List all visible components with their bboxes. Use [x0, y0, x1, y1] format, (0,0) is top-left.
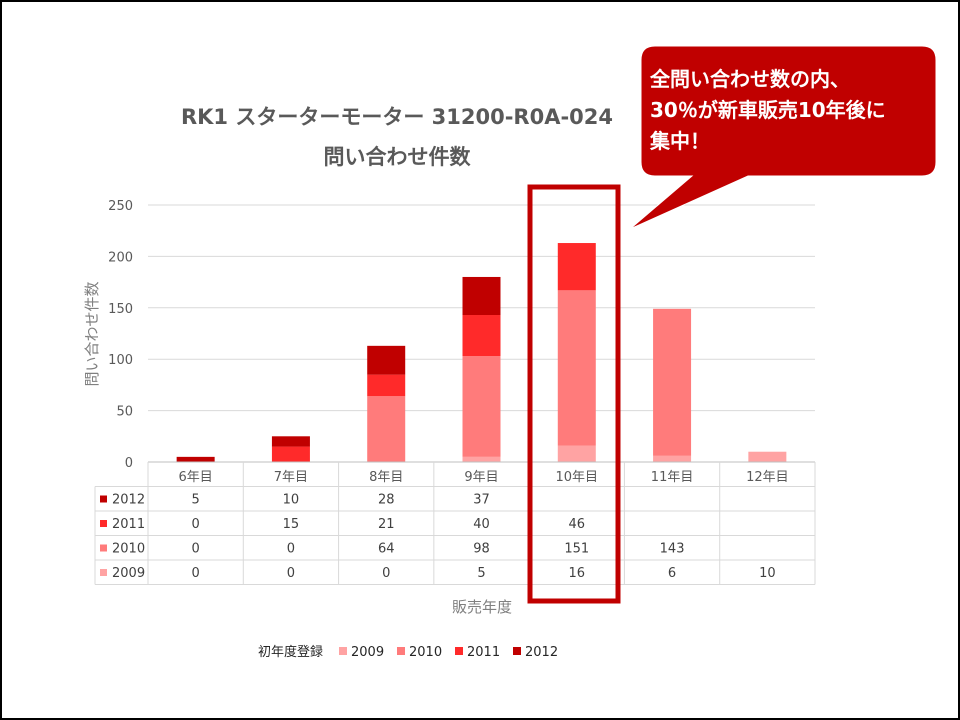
table-row-label: 2012 — [112, 493, 145, 508]
table-cell-value: 98 — [473, 542, 490, 557]
table-cell-value: 0 — [192, 517, 200, 532]
chart-title: RK1 スターターモーター 31200-R0A-024 問い合わせ件数 — [181, 105, 613, 169]
x-axis-title: 販売年度 — [452, 598, 512, 616]
table-cell-value: 15 — [283, 517, 300, 532]
table-cell-value: 28 — [378, 493, 395, 508]
table-row-label: 2011 — [112, 517, 145, 532]
bars — [176, 243, 787, 462]
legend-title: 初年度登録 — [258, 644, 323, 660]
table-cell-value: 10 — [759, 566, 776, 581]
bar-segment-2009 — [462, 456, 501, 462]
table-cell-value: 0 — [287, 566, 295, 581]
bar-segment-2012 — [367, 345, 406, 375]
y-tick-label: 250 — [108, 199, 133, 214]
table-row-label: 2010 — [112, 542, 145, 557]
table-cell-value: 0 — [382, 566, 390, 581]
legend-label-2009: 2009 — [351, 645, 384, 660]
y-tick-label: 50 — [116, 405, 133, 420]
x-category-label: 9年目 — [464, 470, 498, 485]
bar-segment-2012 — [176, 456, 215, 462]
y-tick-label: 100 — [108, 353, 133, 368]
data-table: 6年目 7年目 8年目 9年目 10年目 11年目 12年目 2012 5 10 28 37 2011 0… — [94, 461, 816, 585]
x-category-label: 6年目 — [179, 470, 213, 485]
table-row-label: 2009 — [112, 566, 145, 581]
chart-title-line-1: RK1 スターターモーター 31200-R0A-024 — [181, 105, 613, 129]
table-cell-value: 10 — [283, 493, 300, 508]
y-tick-label: 200 — [108, 250, 133, 265]
legend-label-2010: 2010 — [409, 645, 442, 660]
table-cell-value: 151 — [564, 542, 589, 557]
x-category-label: 8年目 — [369, 470, 403, 485]
bar-segment-2009 — [748, 451, 787, 462]
legend-swatch-2012 — [513, 647, 521, 655]
bar-segment-2011 — [367, 374, 406, 397]
table-cell-value: 5 — [477, 566, 485, 581]
table-cell-value: 40 — [473, 517, 490, 532]
bar-segment-2010 — [557, 290, 596, 446]
table-cell-value: 37 — [473, 493, 490, 508]
table-cell-value: 143 — [660, 542, 685, 557]
bar-segment-2011 — [271, 446, 310, 462]
y-tick-label: 0 — [125, 456, 133, 471]
bar-segment-2012 — [462, 276, 501, 315]
bar-segment-2012 — [271, 436, 310, 447]
callout-line-2: 30％が新車販売10年後に — [650, 98, 886, 122]
chart-title-line-2: 問い合わせ件数 — [324, 145, 472, 169]
bar-segment-2011 — [462, 314, 501, 357]
x-category-label: 11年目 — [651, 470, 694, 485]
table-cell-value: 6 — [668, 566, 676, 581]
bar-segment-2010 — [462, 356, 501, 457]
y-axis-title: 問い合わせ件数 — [83, 281, 101, 386]
legend-label-2012: 2012 — [525, 645, 558, 660]
legend-swatch-2009 — [339, 647, 347, 655]
y-axis-ticks: 0 50 100 150 200 250 — [108, 199, 133, 471]
bar-segment-2011 — [557, 243, 596, 291]
table-cell-value: 0 — [192, 542, 200, 557]
callout: 全問い合わせ数の内、 30％が新車販売10年後に 集中！ — [629, 45, 937, 230]
table-cell-value: 0 — [287, 542, 295, 557]
bar-segment-2010 — [367, 396, 406, 462]
x-category-label: 10年目 — [556, 470, 599, 485]
y-tick-label: 150 — [108, 302, 133, 317]
table-row-key — [100, 569, 107, 576]
highlight-box-10th-year — [527, 184, 621, 604]
callout-line-1: 全問い合わせ数の内、 — [649, 67, 850, 91]
table-cell-value: 64 — [378, 542, 395, 557]
bar-segment-2009 — [653, 455, 692, 462]
table-cell-value: 21 — [378, 517, 395, 532]
x-category-label: 7年目 — [274, 470, 308, 485]
legend-swatch-2011 — [455, 647, 463, 655]
x-category-label: 12年目 — [746, 470, 789, 485]
legend: 初年度登録 2009 2010 2011 2012 — [258, 644, 558, 660]
table-cell-value: 46 — [569, 517, 586, 532]
table-cell-value: 0 — [192, 566, 200, 581]
table-row-key — [100, 495, 107, 503]
table-row-key — [100, 544, 107, 552]
table-cell-value: 5 — [192, 493, 200, 508]
legend-swatch-2010 — [397, 647, 405, 655]
table-row-key — [100, 520, 107, 527]
callout-bubble — [629, 45, 937, 230]
bar-segment-2010 — [653, 308, 692, 456]
bar-segment-2009 — [557, 445, 596, 462]
callout-line-3: 集中！ — [649, 129, 710, 153]
legend-label-2011: 2011 — [467, 645, 500, 660]
table-cell-value: 16 — [569, 566, 586, 581]
